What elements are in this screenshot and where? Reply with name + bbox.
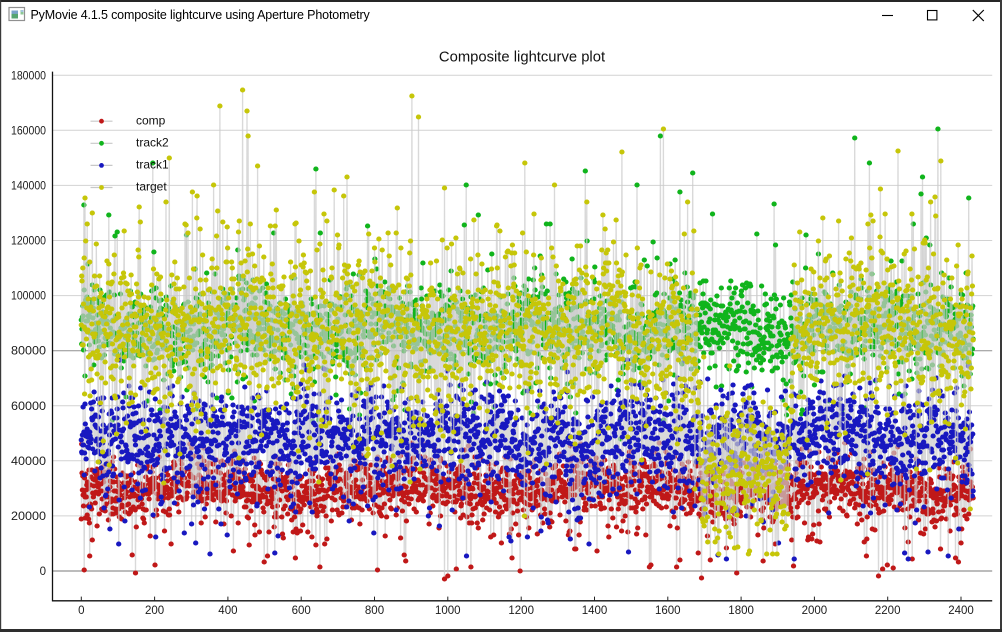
svg-text:comp: comp	[136, 113, 166, 127]
svg-text:200: 200	[145, 605, 164, 617]
svg-text:40000: 40000	[11, 456, 46, 468]
svg-text:140000: 140000	[11, 180, 46, 192]
svg-text:600: 600	[292, 605, 311, 617]
svg-text:Composite lightcurve plot: Composite lightcurve plot	[439, 50, 605, 66]
svg-text:400: 400	[218, 605, 237, 617]
svg-text:track2: track2	[136, 136, 169, 150]
svg-text:60000: 60000	[11, 401, 46, 413]
svg-text:2400: 2400	[948, 605, 974, 617]
svg-text:120000: 120000	[11, 236, 46, 248]
svg-text:160000: 160000	[11, 125, 46, 137]
svg-text:800: 800	[365, 605, 384, 617]
svg-text:1400: 1400	[582, 605, 608, 617]
svg-text:1000: 1000	[435, 605, 461, 617]
svg-text:100000: 100000	[11, 291, 46, 303]
svg-text:2200: 2200	[875, 605, 901, 617]
svg-text:1200: 1200	[508, 605, 534, 617]
svg-text:1800: 1800	[728, 605, 754, 617]
svg-text:80000: 80000	[11, 346, 46, 358]
svg-text:PyMovie 4.1.5 composite lightc: PyMovie 4.1.5 composite lightcurve using…	[31, 8, 371, 22]
svg-text:0: 0	[40, 566, 46, 578]
svg-text:20000: 20000	[11, 511, 46, 523]
svg-text:2000: 2000	[802, 605, 828, 617]
svg-text:0: 0	[78, 605, 84, 617]
svg-text:track1: track1	[136, 158, 169, 172]
svg-text:target: target	[136, 180, 167, 194]
svg-text:180000: 180000	[11, 70, 46, 82]
svg-text:1600: 1600	[655, 605, 681, 617]
